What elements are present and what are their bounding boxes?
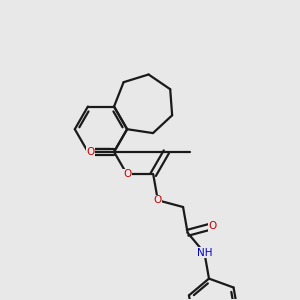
Text: NH: NH (197, 248, 212, 258)
Text: O: O (86, 147, 94, 157)
Text: O: O (154, 195, 162, 205)
Text: O: O (123, 169, 131, 179)
Text: O: O (209, 221, 217, 231)
